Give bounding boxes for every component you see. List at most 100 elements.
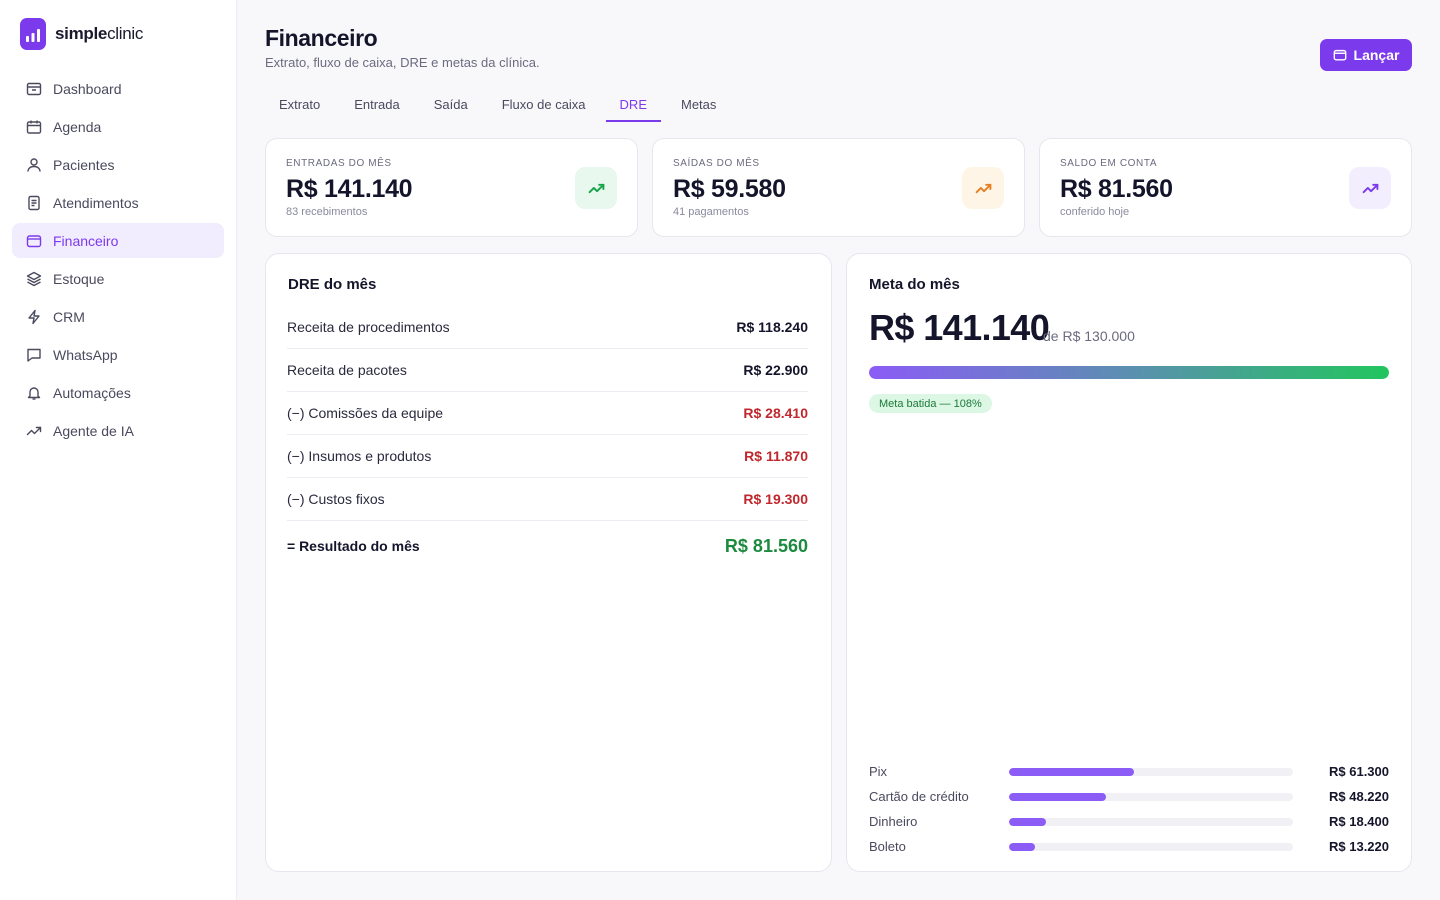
sidebar-item-label: Estoque: [53, 270, 105, 287]
sidebar-item-atendimentos[interactable]: Atendimentos: [12, 185, 224, 220]
meta-progress-fill: [869, 366, 1389, 379]
tab-saida[interactable]: Saída: [433, 97, 468, 112]
dre-row-label: (−) Comissões da equipe: [287, 405, 444, 421]
payment-row-boleto: Boleto R$ 13.220: [869, 834, 1389, 859]
payment-share-fill: [1009, 792, 1106, 801]
payment-row-dinheiro: Dinheiro R$ 18.400: [869, 809, 1389, 834]
sidebar-item-label: Agente de IA: [53, 422, 134, 439]
meta-progress-bar: [869, 366, 1389, 379]
sidebar-item-agenda[interactable]: Agenda: [12, 109, 224, 144]
stat-value: R$ 59.580: [673, 175, 786, 203]
trending-up-icon: [575, 167, 617, 209]
stat-card-saldo-em-conta: SALDO EM CONTA R$ 81.560 conferido hoje: [1039, 138, 1412, 237]
dre-list: Receita de procedimentos R$ 118.240 Receit…: [287, 306, 808, 571]
user-icon: [25, 156, 42, 173]
sidebar-item-agente-de-ia[interactable]: Agente de IA: [12, 413, 224, 448]
tab-entrada[interactable]: Entrada: [354, 97, 400, 112]
stat-label: SAÍDAS DO MÊS: [673, 158, 760, 169]
bell-icon: [25, 384, 42, 401]
archive-icon: [25, 80, 42, 97]
stat-label: ENTRADAS DO MÊS: [286, 158, 392, 169]
payment-share-fill: [1009, 767, 1134, 776]
tab-fluxo-de-caixa[interactable]: Fluxo de caixa: [501, 97, 586, 112]
sidebar-item-label: WhatsApp: [53, 346, 118, 363]
payment-amount: R$ 48.220: [1329, 789, 1389, 804]
sidebar-item-label: CRM: [53, 308, 85, 325]
sidebar-item-label: Financeiro: [53, 232, 119, 249]
dre-panel: DRE do mês: [265, 253, 832, 872]
trending-up-icon: [962, 167, 1004, 209]
dre-row: (−) Insumos e produtos R$ 11.870: [287, 435, 808, 478]
payment-method-name: Cartão de crédito: [869, 789, 969, 804]
clipboard-icon: [25, 194, 42, 211]
stat-card-entradas-do-mes: ENTRADAS DO MÊS R$ 141.140 83 recebimentos: [265, 138, 638, 237]
stat-label: SALDO EM CONTA: [1060, 158, 1158, 169]
bolt-icon: [25, 308, 42, 325]
payment-share-bar: [1009, 767, 1293, 776]
sidebar-item-estoque[interactable]: Estoque: [12, 261, 224, 296]
sidebar-item-dashboard[interactable]: Dashboard: [12, 71, 224, 106]
dre-total-amount: R$ 81.560: [724, 535, 808, 556]
stat-card-saidas-do-mes: SAÍDAS DO MÊS R$ 59.580 41 pagamentos: [652, 138, 1025, 237]
meta-title: Meta do mês: [869, 276, 960, 293]
dre-row-amount: R$ 118.240: [736, 319, 808, 335]
payment-share-bar: [1009, 817, 1293, 826]
dre-row-amount: R$ 28.410: [743, 405, 808, 421]
meta-value: R$ 141.140: [869, 307, 1050, 348]
wallet-icon: [1333, 49, 1346, 61]
lancar-button-label: Lançar: [1353, 47, 1400, 63]
dre-title: DRE do mês: [288, 276, 377, 293]
page-subtitle: Extrato, fluxo de caixa, DRE e metas da …: [265, 55, 540, 70]
sidebar-item-label: Dashboard: [53, 80, 122, 97]
meta-panel: Meta do mês R$ 141.140 de R$ 130.000 Met…: [846, 253, 1412, 872]
trending-up-icon: [1349, 167, 1391, 209]
dre-row-amount: R$ 22.900: [743, 362, 808, 378]
sidebar-item-label: Agenda: [53, 118, 102, 135]
dre-row-amount: R$ 19.300: [743, 491, 808, 507]
payment-share-fill: [1009, 842, 1035, 851]
payment-share-bar: [1009, 842, 1293, 851]
dre-row: (−) Custos fixos R$ 19.300: [287, 478, 808, 521]
payment-method-name: Boleto: [869, 839, 906, 854]
payment-methods-list: Pix R$ 61.300 Cartão de crédito R$ 48.220 Di…: [869, 759, 1389, 859]
stat-value: R$ 141.140: [286, 175, 413, 203]
calendar-icon: [25, 118, 42, 135]
chat-icon: [25, 346, 42, 363]
payment-amount: R$ 13.220: [1329, 839, 1389, 854]
sidebar-item-label: Automações: [53, 384, 131, 401]
sidebar: simpleclinic Dashboard Agenda Pacientes Ate…: [0, 0, 237, 900]
payment-amount: R$ 18.400: [1329, 814, 1389, 829]
sidebar-item-whatsapp[interactable]: WhatsApp: [12, 337, 224, 372]
sidebar-item-financeiro[interactable]: Financeiro: [12, 223, 224, 258]
payment-amount: R$ 61.300: [1329, 764, 1389, 779]
trend-icon: [25, 422, 42, 439]
lancar-button[interactable]: Lançar: [1320, 39, 1412, 71]
brand-logo[interactable]: simpleclinic: [20, 18, 143, 50]
stat-caption: 41 pagamentos: [673, 206, 749, 218]
dre-row-label: (−) Custos fixos: [287, 491, 385, 507]
tab-metas[interactable]: Metas: [681, 97, 717, 112]
payment-method-name: Pix: [869, 764, 888, 779]
dre-row-amount: R$ 11.870: [744, 448, 808, 464]
logo-icon: [20, 18, 46, 50]
dre-row-label: (−) Insumos e produtos: [287, 448, 432, 464]
layers-icon: [25, 270, 42, 287]
sidebar-item-crm[interactable]: CRM: [12, 299, 224, 334]
meta-status-badge: Meta batida — 108%: [869, 394, 992, 413]
sidebar-item-label: Pacientes: [53, 156, 115, 173]
dre-row: Receita de pacotes R$ 22.900: [287, 349, 808, 392]
tab-dre[interactable]: DRE: [605, 88, 661, 122]
wallet-icon: [25, 232, 42, 249]
sidebar-item-label: Atendimentos: [53, 194, 139, 211]
main-content: Financeiro Extrato, fluxo de caixa, DRE …: [265, 0, 1412, 900]
dre-row-label: Receita de procedimentos: [287, 319, 450, 335]
page-title: Financeiro: [265, 25, 378, 51]
payment-share-fill: [1009, 817, 1046, 826]
sidebar-item-automacoes[interactable]: Automações: [12, 375, 224, 410]
payment-share-bar: [1009, 792, 1293, 801]
meta-target: de R$ 130.000: [1043, 328, 1135, 344]
brand-name: simpleclinic: [55, 24, 144, 43]
sidebar-item-pacientes[interactable]: Pacientes: [12, 147, 224, 182]
dre-row-label: Receita de pacotes: [287, 362, 407, 378]
tab-extrato[interactable]: Extrato: [279, 97, 321, 112]
